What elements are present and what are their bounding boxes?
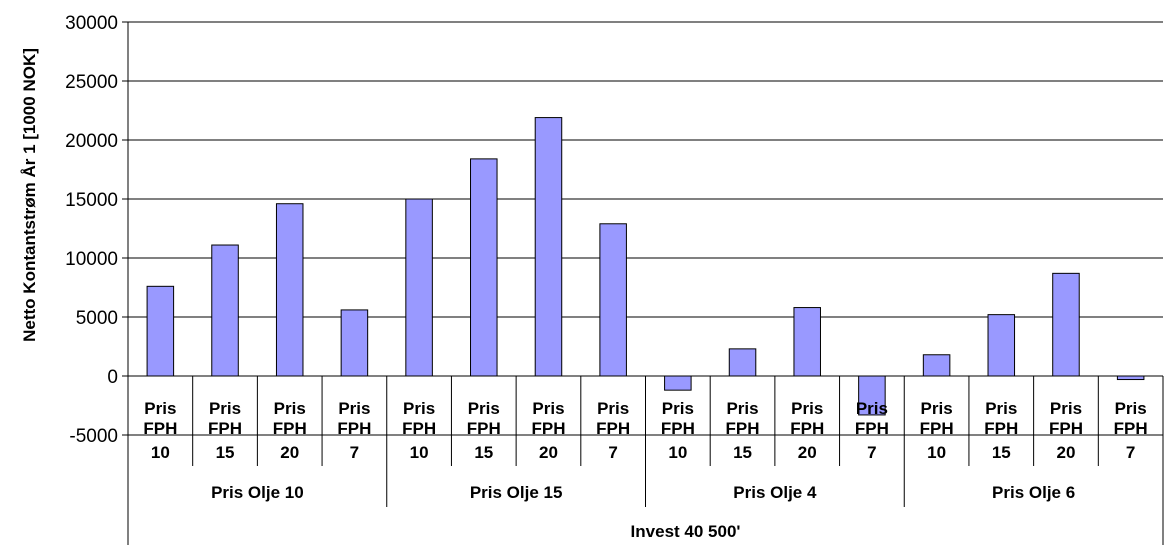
category-label-fph: FPH xyxy=(273,419,307,438)
category-label-pris: Pris xyxy=(662,399,694,418)
y-tick-label: -5000 xyxy=(69,426,118,447)
category-label-value: 7 xyxy=(1126,443,1135,462)
category-label-fph: FPH xyxy=(337,419,371,438)
category-label-pris: Pris xyxy=(338,399,370,418)
category-label-pris: Pris xyxy=(532,399,564,418)
category-label-pris: Pris xyxy=(921,399,953,418)
y-tick-label: 25000 xyxy=(65,72,118,93)
category-label-fph: FPH xyxy=(596,419,630,438)
bar xyxy=(340,309,369,377)
y-tick-label: 10000 xyxy=(65,249,118,270)
group-label: Pris Olje 15 xyxy=(470,483,563,502)
bar xyxy=(275,203,304,377)
category-label-fph: FPH xyxy=(143,419,177,438)
bars xyxy=(146,117,1145,416)
category-label-pris: Pris xyxy=(468,399,500,418)
category-label-fph: FPH xyxy=(790,419,824,438)
category-label-pris: Pris xyxy=(791,399,823,418)
bar xyxy=(728,348,757,377)
y-tick-label: 20000 xyxy=(65,131,118,152)
bar xyxy=(599,223,627,377)
y-tick-labels: 30000 25000 20000 15000 10000 5000 0 -5000 xyxy=(65,13,118,447)
category-label-value: 10 xyxy=(151,443,170,462)
category-label-pris: Pris xyxy=(144,399,176,418)
bar xyxy=(146,285,175,377)
category-label-value: 20 xyxy=(1057,443,1076,462)
category-label-fph: FPH xyxy=(984,419,1018,438)
bar xyxy=(922,354,951,377)
category-label-value: 20 xyxy=(539,443,558,462)
category-label-pris: Pris xyxy=(274,399,306,418)
category-label-pris: Pris xyxy=(209,399,241,418)
category-label-fph: FPH xyxy=(1049,419,1083,438)
group-label: Pris Olje 10 xyxy=(211,483,304,502)
category-label-value: 10 xyxy=(668,443,687,462)
bar xyxy=(211,244,239,377)
category-label-value: 20 xyxy=(280,443,299,462)
y-tick-label: 15000 xyxy=(65,190,118,211)
category-label-pris: Pris xyxy=(403,399,435,418)
category-label-pris: Pris xyxy=(597,399,629,418)
bar xyxy=(858,375,886,416)
bar xyxy=(664,375,692,391)
category-label-value: 10 xyxy=(410,443,429,462)
category-label-pris: Pris xyxy=(856,399,888,418)
category-label-value: 15 xyxy=(733,443,752,462)
category-label-pris: Pris xyxy=(1050,399,1082,418)
group-label: Pris Olje 4 xyxy=(733,483,817,502)
category-label-value: 7 xyxy=(350,443,359,462)
category-axis: PrisFPH10PrisFPH15PrisFPH20PrisFPH7PrisF… xyxy=(143,399,1147,541)
bar xyxy=(470,158,498,377)
group-label: Pris Olje 6 xyxy=(992,483,1075,502)
category-label-value: 10 xyxy=(927,443,946,462)
category-label-fph: FPH xyxy=(467,419,501,438)
category-label-value: 7 xyxy=(608,443,617,462)
category-label-value: 15 xyxy=(216,443,235,462)
y-tick-label: 0 xyxy=(107,367,118,388)
y-tick-label: 30000 xyxy=(65,13,118,34)
category-label-value: 15 xyxy=(992,443,1011,462)
category-label-value: 7 xyxy=(867,443,876,462)
bar xyxy=(987,314,1016,377)
category-label-fph: FPH xyxy=(855,419,889,438)
category-label-value: 20 xyxy=(798,443,817,462)
bar xyxy=(534,117,563,377)
category-label-fph: FPH xyxy=(402,419,436,438)
bar xyxy=(1116,375,1145,381)
outer-group-label: Invest 40 500' xyxy=(631,522,741,541)
bar xyxy=(793,307,821,377)
category-label-fph: FPH xyxy=(1114,419,1148,438)
category-label-fph: FPH xyxy=(531,419,565,438)
bar xyxy=(1052,272,1080,377)
category-label-fph: FPH xyxy=(661,419,695,438)
category-label-pris: Pris xyxy=(1115,399,1147,418)
category-label-value: 15 xyxy=(474,443,493,462)
category-label-fph: FPH xyxy=(726,419,760,438)
category-label-pris: Pris xyxy=(985,399,1017,418)
axes xyxy=(122,21,1164,545)
y-axis-label: Netto Kontantstrøm År 1 [1000 NOK] xyxy=(20,48,39,342)
category-label-fph: FPH xyxy=(208,419,242,438)
bar xyxy=(405,198,433,377)
category-label-pris: Pris xyxy=(726,399,758,418)
category-label-fph: FPH xyxy=(920,419,954,438)
y-tick-label: 5000 xyxy=(76,308,118,329)
